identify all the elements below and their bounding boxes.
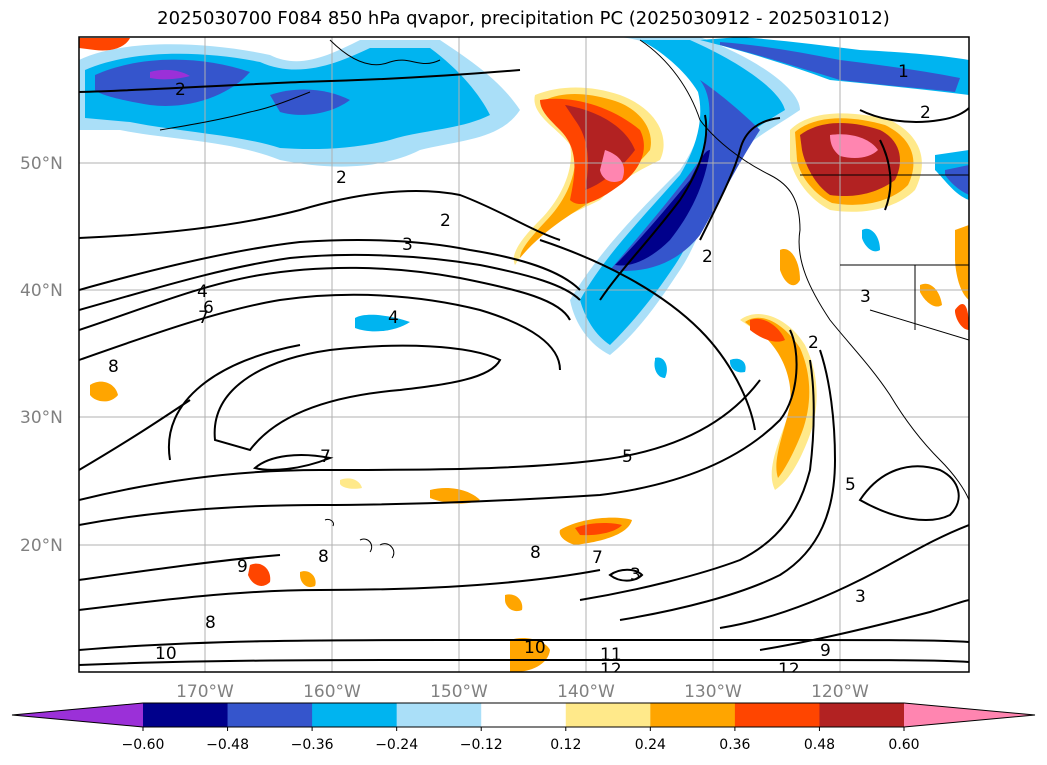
colorbar-swatch [650, 703, 736, 727]
contour-label: 7 [320, 447, 331, 467]
contour-label: 2 [920, 103, 931, 123]
colorbar-swatch [396, 703, 482, 727]
contour-labels: 1 2 2 2 2 2 2 3 3 3 3 4 4 6 7 7 7 5 5 8 … [108, 62, 931, 680]
contour-label: 2 [175, 80, 186, 100]
lat-axis: 50°N 40°N 30°N 20°N [20, 154, 63, 556]
lon-tick-label: 170°W [176, 682, 234, 702]
contour-label: 2 [336, 168, 347, 188]
colorbar-swatch [481, 703, 567, 727]
colorbar-swatch [734, 703, 820, 727]
colorbar-swatch [227, 703, 313, 727]
contour-label: 1 [898, 62, 909, 82]
contour-label: 2 [440, 211, 451, 231]
colorbar-tick-label: −0.36 [291, 737, 334, 753]
contour-label: 9 [237, 557, 248, 577]
contour-label: 10 [524, 638, 546, 658]
colorbar-tick-label: −0.48 [206, 737, 249, 753]
colorbar-tick-label: 0.48 [804, 737, 835, 753]
colorbar-tick-label: 0.12 [550, 737, 581, 753]
contour-label: 8 [530, 543, 541, 563]
lat-tick-label: 30°N [20, 408, 63, 428]
contour-label: 3 [630, 565, 641, 585]
colorbar-swatch [312, 703, 398, 727]
contour-label: 2 [808, 333, 819, 353]
lat-tick-label: 40°N [20, 281, 63, 301]
lon-tick-label: 120°W [811, 682, 869, 702]
contour-label: 4 [197, 282, 208, 302]
contour-label: 10 [155, 644, 177, 664]
coastlines [159, 39, 969, 559]
contour-label: 5 [622, 447, 633, 467]
lat-tick-label: 50°N [20, 154, 63, 174]
lon-axis: 170°W 160°W 150°W 140°W 130°W 120°W [176, 682, 869, 702]
contour-label: 5 [845, 475, 856, 495]
colorbar-tick-label: 0.24 [635, 737, 666, 753]
contour-label: 3 [402, 235, 413, 255]
lat-tick-label: 20°N [20, 536, 63, 556]
contour-label: 3 [860, 287, 871, 307]
colorbar-tick-label: −0.24 [375, 737, 418, 753]
colorbar-swatch [12, 703, 143, 727]
contour-label: 11 [600, 645, 622, 665]
shading-layer [79, 37, 969, 672]
contour-label: 6 [203, 298, 214, 318]
colorbar: −0.60 −0.48 −0.36 −0.24 −0.12 0.12 0.24 0.36 0.4… [11, 702, 1036, 753]
contour-label: 9 [820, 641, 831, 661]
colorbar-swatch [904, 703, 1035, 727]
contour-label: 12 [778, 660, 800, 680]
colorbar-tick-label: 0.36 [719, 737, 750, 753]
contour-label: 8 [108, 357, 119, 377]
contour-label: 2 [702, 247, 713, 267]
plot-area: 1 2 2 2 2 2 2 3 3 3 3 4 4 6 7 7 7 5 5 8 … [79, 37, 969, 680]
colorbar-tick-label: 0.60 [888, 737, 919, 753]
colorbar-swatch [143, 703, 229, 727]
lon-tick-label: 160°W [303, 682, 361, 702]
contour-label: 8 [318, 547, 329, 567]
contour-label: 7 [592, 548, 603, 568]
graticule [79, 37, 969, 672]
contour-label: 4 [388, 308, 399, 328]
plot-frame [78, 36, 970, 673]
qvapor-contours [79, 69, 969, 666]
lon-tick-label: 150°W [430, 682, 488, 702]
colorbar-swatch [819, 703, 905, 727]
contour-label: 3 [855, 587, 866, 607]
contour-label: 7 [198, 308, 209, 328]
contour-label: 8 [205, 613, 216, 633]
lon-tick-label: 140°W [557, 682, 615, 702]
colorbar-tick-label: −0.60 [122, 737, 165, 753]
lon-tick-label: 130°W [684, 682, 742, 702]
contour-label: 12 [600, 660, 622, 680]
map-title: 2025030700 F084 850 hPa qvapor, precipit… [157, 8, 890, 29]
colorbar-swatch [565, 703, 651, 727]
colorbar-tick-label: −0.12 [460, 737, 503, 753]
